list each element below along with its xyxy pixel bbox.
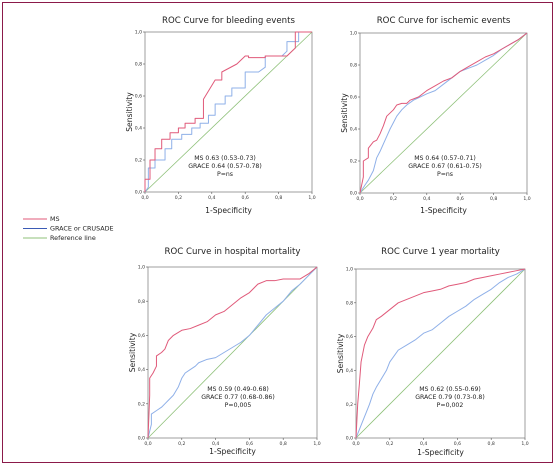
roc-line-reference — [355, 268, 526, 439]
y-tick-label: 0,0 — [135, 190, 142, 196]
y-tick-label: 0,0 — [138, 436, 145, 442]
x-tick-label: 1,0 — [313, 441, 320, 447]
x-tick-label: 1,0 — [521, 441, 528, 447]
x-axis-label: 1-Specificity — [209, 447, 256, 456]
x-tick-label: 0,0 — [144, 441, 151, 447]
roc-line-ms — [359, 32, 528, 194]
roc-line-grace — [359, 32, 528, 194]
roc-figure: ROC Curve for bleeding events Sensitivity… — [23, 16, 531, 457]
x-tick-label: 0,8 — [490, 196, 497, 202]
auc-annotation: MS 0.63 (0.53-0.73) — [194, 155, 256, 162]
x-tick-label: 0,4 — [208, 195, 215, 201]
y-axis-label: Sensitivity — [336, 333, 345, 373]
x-tick-label: 0,4 — [423, 196, 430, 202]
x-tick-label: 0,6 — [246, 441, 253, 447]
x-tick-label: 0,4 — [420, 441, 427, 447]
chart-title: ROC Curve in hospital mortality — [165, 247, 301, 257]
y-tick-label: 0,8 — [135, 62, 142, 68]
x-tick-label: 0,2 — [178, 441, 185, 447]
x-tick-label: 0,0 — [356, 196, 363, 202]
chart-title: ROC Curve for ischemic events — [377, 16, 511, 26]
y-tick-label: 0,8 — [350, 63, 357, 69]
roc-line-grace — [147, 266, 318, 439]
roc-line-reference — [147, 266, 318, 439]
roc-line-ms — [147, 266, 318, 439]
y-tick-label: 0,4 — [138, 367, 145, 373]
roc-panel-4: ROC Curve 1 year mortality Sensitivity 1-S… — [336, 247, 529, 457]
x-tick-label: 0,4 — [212, 441, 219, 447]
x-axis-label: 1-Specificity — [417, 448, 464, 457]
y-tick-label: 1,0 — [346, 267, 353, 273]
y-tick-label: 0,8 — [346, 300, 353, 306]
y-tick-label: 0,8 — [138, 299, 145, 305]
y-tick-label: 0,4 — [135, 126, 142, 132]
roc-line-reference — [359, 32, 528, 194]
x-tick-label: 0,2 — [390, 196, 397, 202]
y-tick-label: 1,0 — [350, 31, 357, 37]
y-tick-label: 1,0 — [138, 265, 145, 271]
roc-line-grace — [355, 268, 526, 439]
legend-label: Reference line — [50, 234, 96, 242]
y-tick-label: 0,6 — [138, 333, 145, 339]
x-axis-label: 1-Specificity — [205, 206, 252, 215]
y-tick-label: 0,2 — [135, 158, 142, 164]
y-tick-label: 0,6 — [135, 94, 142, 100]
x-tick-label: 0,6 — [457, 196, 464, 202]
x-tick-label: 0,0 — [352, 441, 359, 447]
x-tick-label: 0,2 — [175, 195, 182, 201]
y-tick-label: 0,6 — [346, 334, 353, 340]
auc-annotation: GRACE 0.67 (0.61-0.75) — [408, 163, 482, 170]
y-tick-label: 0,2 — [138, 401, 145, 407]
y-tick-label: 0,4 — [346, 368, 353, 374]
y-tick-label: 1,0 — [135, 30, 142, 36]
y-tick-label: 0,2 — [346, 402, 353, 408]
x-tick-label: 0,6 — [454, 441, 461, 447]
x-tick-label: 0,2 — [386, 441, 393, 447]
y-tick-label: 0,0 — [346, 436, 353, 442]
roc-panel-1: ROC Curve for bleeding events Sensitivity… — [125, 16, 316, 215]
y-tick-label: 0,2 — [350, 159, 357, 165]
y-axis-label: Sensitivity — [128, 332, 137, 372]
auc-annotation: P=ns — [217, 171, 233, 178]
y-axis-label: Sensitivity — [340, 93, 349, 133]
x-tick-label: 0,8 — [488, 441, 495, 447]
auc-annotation: MS 0.62 (0.55-0.69) — [419, 386, 481, 393]
chart-title: ROC Curve for bleeding events — [162, 16, 295, 26]
auc-annotation: GRACE 0.79 (0.73-0.8) — [415, 394, 485, 401]
legend-label: MS — [50, 215, 60, 223]
y-tick-label: 0,6 — [350, 95, 357, 101]
chart-title: ROC Curve 1 year mortality — [381, 247, 500, 257]
x-tick-label: 0,8 — [280, 441, 287, 447]
y-tick-label: 0,0 — [350, 191, 357, 197]
auc-annotation: GRACE 0.64 (0.57-0.78) — [188, 163, 262, 170]
roc-line-reference — [144, 31, 313, 193]
auc-annotation: MS 0.64 (0.57-0.71) — [414, 155, 476, 162]
x-tick-label: 0,0 — [141, 195, 148, 201]
x-axis-label: 1-Specificity — [420, 206, 467, 215]
auc-annotation: MS 0.59 (0.49-0.68) — [207, 386, 269, 393]
x-tick-label: 0,8 — [275, 195, 282, 201]
roc-panel-3: ROC Curve in hospital mortality Sensitivi… — [128, 247, 321, 456]
roc-line-ms — [144, 31, 312, 192]
y-tick-label: 0,4 — [350, 127, 357, 133]
auc-annotation: P=ns — [437, 171, 453, 178]
auc-annotation: P=0,005 — [225, 402, 252, 409]
x-tick-label: 1,0 — [523, 196, 530, 202]
roc-panel-2: ROC Curve for ischemic events Sensitivity… — [340, 16, 531, 215]
auc-annotation: P=0,002 — [437, 402, 464, 409]
figure-frame: ROC Curve for bleeding events Sensitivity… — [2, 2, 553, 463]
x-tick-label: 1,0 — [308, 195, 315, 201]
legend-label: GRACE or CRUSADE — [50, 225, 114, 233]
auc-annotation: GRACE 0.77 (0.68-0.86) — [201, 394, 275, 401]
y-axis-label: Sensitivity — [125, 92, 134, 132]
x-tick-label: 0,6 — [242, 195, 249, 201]
roc-line-ms — [355, 268, 526, 439]
